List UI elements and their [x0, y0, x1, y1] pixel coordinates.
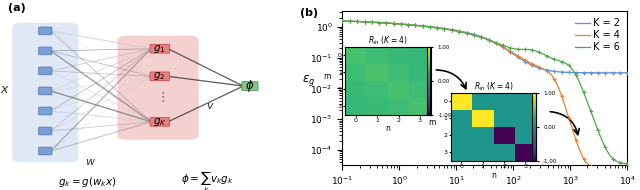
FancyBboxPatch shape: [38, 67, 52, 75]
Line: K = 4: K = 4: [342, 21, 627, 169]
K = 2: [339, 20, 346, 22]
Text: $g_K$: $g_K$: [153, 116, 166, 128]
Text: $\phi$: $\phi$: [246, 78, 255, 94]
K = 2: [373, 21, 381, 24]
K = 4: [451, 29, 459, 32]
FancyBboxPatch shape: [38, 107, 52, 115]
K = 4: [431, 26, 439, 29]
FancyBboxPatch shape: [150, 44, 170, 53]
Line: K = 2: K = 2: [342, 21, 627, 73]
K = 4: [339, 20, 346, 22]
FancyBboxPatch shape: [38, 27, 52, 35]
FancyBboxPatch shape: [38, 47, 52, 55]
FancyBboxPatch shape: [38, 87, 52, 95]
K = 2: [451, 29, 459, 31]
Text: $x$: $x$: [0, 83, 10, 96]
Text: $g_k = g(w_k x)$: $g_k = g(w_k x)$: [58, 175, 116, 189]
K = 2: [544, 69, 552, 71]
Text: $\vdots$: $\vdots$: [156, 90, 164, 105]
K = 6: [373, 21, 381, 24]
FancyBboxPatch shape: [150, 117, 170, 126]
FancyBboxPatch shape: [118, 36, 198, 140]
K = 6: [623, 162, 631, 165]
K = 4: [544, 70, 552, 73]
FancyBboxPatch shape: [12, 23, 79, 162]
Text: (a): (a): [8, 3, 26, 13]
FancyBboxPatch shape: [150, 72, 170, 81]
K = 6: [545, 56, 553, 58]
K = 6: [339, 20, 346, 22]
Text: $w$: $w$: [85, 157, 96, 167]
K = 6: [431, 26, 439, 29]
K = 2: [623, 72, 631, 74]
K = 2: [431, 26, 439, 28]
FancyBboxPatch shape: [38, 147, 52, 155]
Text: $v$: $v$: [206, 101, 215, 111]
Text: $g_2$: $g_2$: [154, 70, 166, 82]
Y-axis label: $\varepsilon_g$: $\varepsilon_g$: [301, 73, 315, 88]
K = 4: [373, 21, 381, 24]
FancyBboxPatch shape: [242, 82, 258, 90]
Text: $\phi = \sum_k v_k g_k$: $\phi = \sum_k v_k g_k$: [181, 169, 234, 190]
Line: K = 6: K = 6: [342, 21, 627, 164]
Text: (b): (b): [300, 8, 318, 18]
K = 2: [545, 70, 553, 72]
K = 6: [518, 48, 525, 51]
FancyBboxPatch shape: [38, 127, 52, 135]
K = 2: [518, 58, 525, 61]
K = 4: [545, 72, 553, 74]
K = 6: [451, 30, 459, 32]
K = 6: [544, 55, 552, 58]
Legend: K = 2, K = 4, K = 6: K = 2, K = 4, K = 6: [573, 16, 622, 54]
K = 4: [623, 167, 631, 170]
Text: $g_1$: $g_1$: [154, 43, 166, 55]
K = 4: [518, 57, 525, 59]
